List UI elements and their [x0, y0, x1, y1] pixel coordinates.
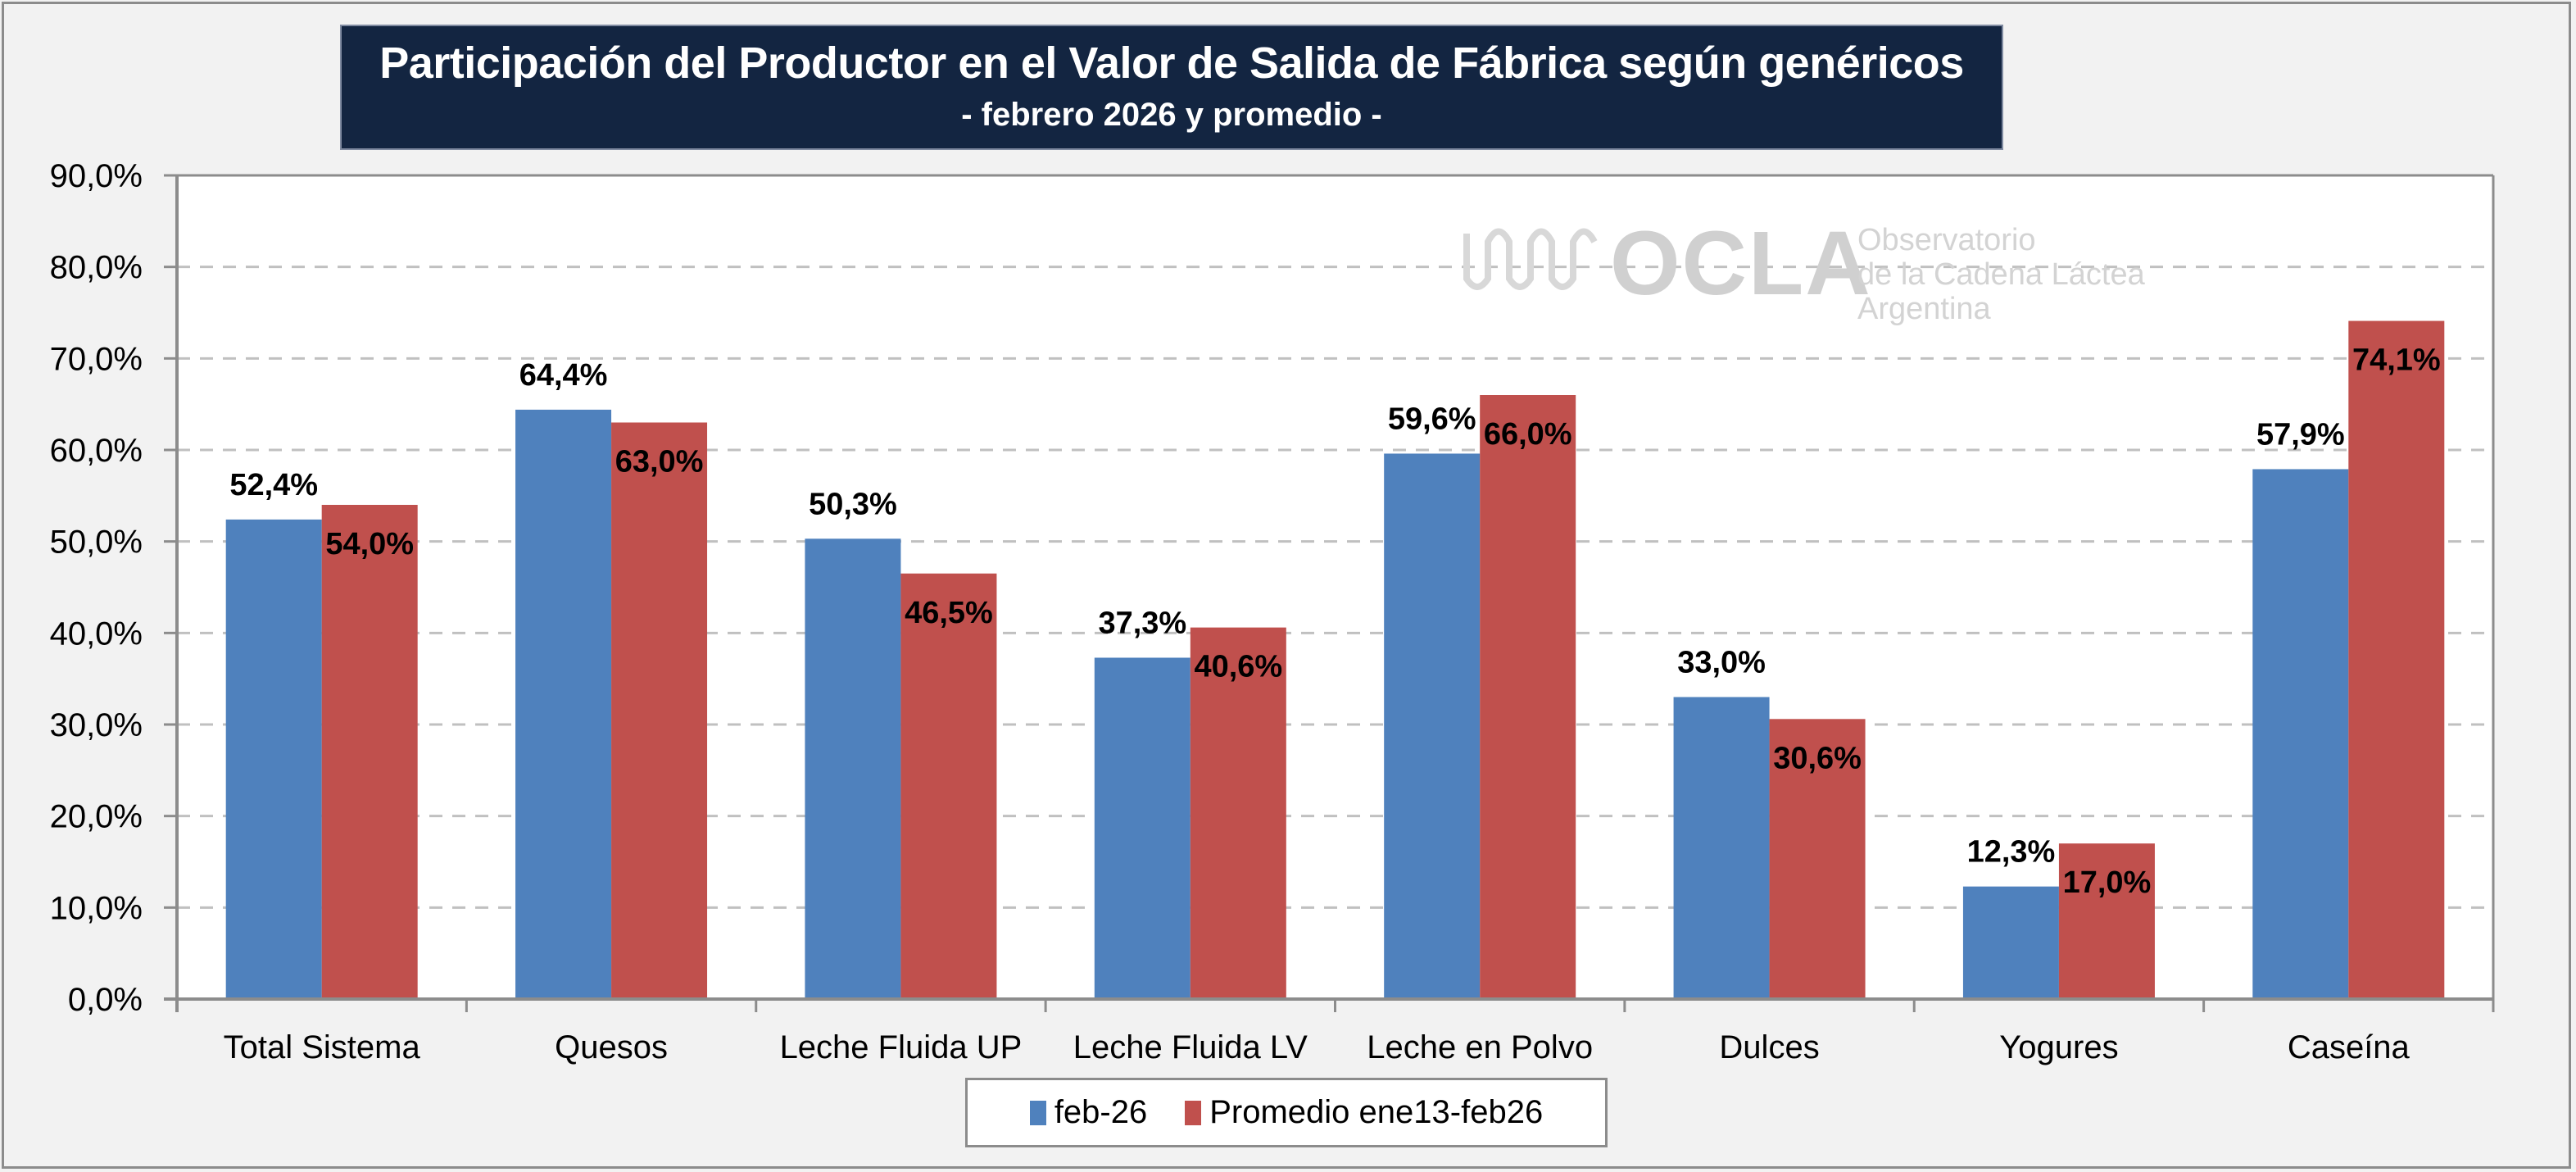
ocla-logo-text: OCLA: [1610, 213, 1872, 314]
bar-promedio: [1769, 719, 1866, 999]
axes: [164, 174, 2495, 1012]
x-category-label: Total Sistema: [224, 1029, 421, 1065]
data-label: 50,3%: [809, 487, 897, 521]
x-category-label: Quesos: [555, 1029, 668, 1065]
ocla-logo-caption: Observatorio de la Cadena Láctea Argenti…: [1857, 223, 2145, 326]
data-label: 12,3%: [1967, 835, 2056, 870]
bar-promedio: [611, 422, 708, 999]
bar-feb-26: [1094, 657, 1190, 999]
x-category-label: Yogures: [1999, 1029, 2118, 1065]
y-tick-label: 40,0%: [50, 616, 143, 652]
x-category-label: Leche Fluida LV: [1073, 1029, 1308, 1065]
data-label: 74,1%: [2352, 343, 2441, 378]
data-label: 40,6%: [1194, 650, 1282, 684]
ocla-caption-line2: de la Cadena Láctea: [1857, 257, 2145, 292]
bar-promedio: [900, 573, 997, 999]
data-label: 17,0%: [2063, 865, 2152, 900]
y-tick-label: 10,0%: [50, 890, 143, 926]
bar-feb-26: [805, 538, 901, 999]
data-label: 37,3%: [1098, 606, 1186, 640]
data-label: 33,0%: [1677, 646, 1766, 680]
legend-label: feb-26: [1054, 1094, 1148, 1130]
data-label: 64,4%: [519, 358, 608, 393]
legend: feb-26 Promedio ene13-feb26: [965, 1078, 1608, 1147]
y-tick-label: 50,0%: [50, 525, 143, 561]
legend-label: Promedio ene13-feb26: [1209, 1094, 1544, 1130]
data-label: 54,0%: [325, 527, 414, 561]
data-label: 57,9%: [2256, 417, 2345, 452]
bar-feb-26: [1962, 886, 2059, 999]
bar-promedio: [2058, 843, 2155, 999]
legend-swatch-blue: [1029, 1100, 1046, 1125]
x-category-label: Leche Fluida UP: [780, 1029, 1023, 1065]
bars: [225, 320, 2445, 999]
data-label: 52,4%: [229, 468, 318, 502]
data-label: 46,5%: [905, 596, 993, 630]
y-tick-label: 80,0%: [50, 250, 143, 286]
ocla-watermark-wave-icon: [1463, 228, 1598, 290]
legend-item-feb-26: feb-26: [1029, 1094, 1148, 1131]
bar-feb-26: [1673, 697, 1770, 999]
chart-title: Participación del Productor en el Valor …: [379, 39, 1964, 88]
x-category-label: Dulces: [1719, 1029, 1819, 1065]
title-banner: Participación del Productor en el Valor …: [340, 25, 2003, 150]
data-label: 66,0%: [1484, 417, 1572, 452]
ocla-caption-line3: Argentina: [1857, 292, 1991, 326]
y-tick-label: 30,0%: [50, 707, 143, 743]
x-axis-labels: Total Sistema Quesos Leche Fluida UP Leche …: [224, 1029, 2410, 1065]
bar-promedio: [1480, 395, 1576, 999]
y-tick-label: 90,0%: [50, 158, 143, 194]
bar-feb-26: [1384, 453, 1481, 999]
bar-promedio: [2348, 320, 2445, 999]
bar-promedio: [321, 505, 418, 999]
data-label: 30,6%: [1773, 741, 1862, 775]
y-tick-label: 70,0%: [50, 341, 143, 377]
y-tick-label: 20,0%: [50, 799, 143, 835]
y-axis-ticks: 0,0% 10,0% 20,0% 30,0% 40,0% 50,0% 60,0% 70,0% 8…: [50, 158, 177, 1018]
bar-feb-26: [225, 519, 322, 999]
legend-item-promedio: Promedio ene13-feb26: [1185, 1094, 1543, 1131]
wave-path: [1463, 228, 1598, 290]
chart-subtitle: - febrero 2026 y promedio -: [961, 97, 1382, 133]
y-tick-label: 0,0%: [68, 982, 143, 1018]
bar-feb-26: [515, 409, 612, 999]
data-label: 63,0%: [615, 445, 704, 479]
data-labels: 52,4%54,0% 64,4% 63,0% 50,3% 46,5% 37,3%40,6%…: [229, 343, 2440, 901]
bar-feb-26: [2252, 469, 2349, 999]
y-tick-label: 60,0%: [50, 433, 143, 469]
ocla-caption-line1: Observatorio: [1857, 223, 2036, 257]
x-category-label: Leche en Polvo: [1367, 1029, 1593, 1065]
ocla-watermark: OCLA Observatorio de la Cadena Láctea Ar…: [1454, 215, 2192, 329]
x-category-label: Caseína: [2288, 1029, 2410, 1065]
legend-swatch-red: [1185, 1100, 1202, 1125]
data-label: 59,6%: [1388, 402, 1476, 436]
bar-promedio: [1190, 627, 1286, 999]
